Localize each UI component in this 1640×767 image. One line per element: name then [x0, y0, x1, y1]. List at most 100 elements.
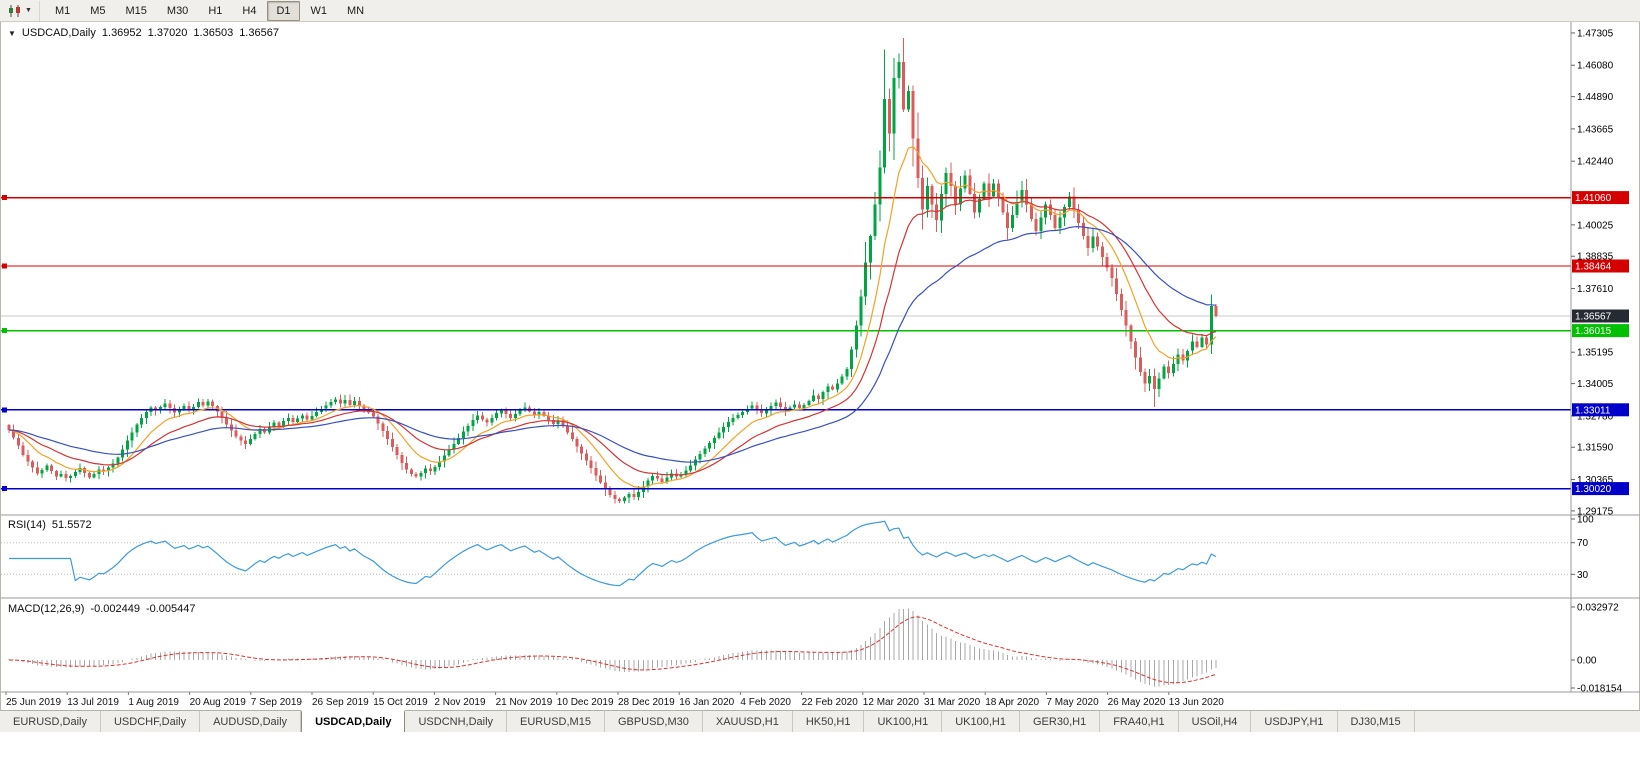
panel-frames	[1, 22, 1640, 693]
price-axis-label: 1.31590	[1577, 443, 1614, 454]
tab-usdchf-daily[interactable]: USDCHF,Daily	[101, 711, 201, 732]
chevron-down-icon: ▼	[25, 7, 32, 14]
date-axis-label: 7 May 2020	[1046, 697, 1099, 708]
timeframe-button-m1[interactable]: M1	[54, 4, 71, 17]
price-axis-label: 1.40025	[1577, 220, 1614, 231]
indicator-axes: 100 70 30 0.032972 0.00 -0.018154	[1571, 515, 1622, 695]
date-axis-label: 2 Nov 2019	[434, 697, 486, 708]
ohlc-close: 1.36567	[239, 27, 279, 39]
price-badge-1.33011	[1572, 403, 1629, 417]
macd-axis-label: 0.00	[1577, 656, 1597, 667]
macd-main-value: -0.002449	[90, 603, 140, 615]
ma-line-10	[8, 145, 1217, 489]
ma-line-21	[8, 197, 1217, 476]
macd-signal-value: -0.005447	[145, 603, 196, 615]
tab-dj30-m15[interactable]: DJ30,M15	[1338, 711, 1415, 732]
price-axis-label: 1.32780	[1577, 411, 1614, 422]
timeframe-button-w1[interactable]: W1	[310, 4, 328, 17]
date-axis[interactable]: 25 Jun 2019 13 Jul 2019 1 Aug 2019 20 Aug 2…	[5, 692, 1224, 708]
price-axis[interactable]: 1.47305 1.46080 1.44890 1.43665 1.42440 1.400…	[1571, 28, 1629, 517]
rsi-axis-label: 70	[1577, 538, 1589, 549]
ohlc-low: 1.36503	[193, 27, 234, 39]
price-axis-label: 1.30365	[1577, 475, 1614, 486]
date-axis-label: 15 Oct 2019	[373, 697, 428, 708]
price-axis-label: 1.35195	[1577, 348, 1614, 359]
ohlc-high: 1.37020	[147, 27, 188, 39]
macd-name: MACD(12,26,9)	[8, 603, 85, 615]
timeframe-button-m5[interactable]: M5	[90, 4, 106, 17]
tab-usdcad-daily[interactable]: USDCAD,Daily	[301, 710, 406, 732]
date-axis-label: 22 Feb 2020	[802, 697, 859, 708]
chart-tabbar: EURUSD,Daily USDCHF,Daily AUDUSD,Daily USDC…	[0, 710, 1640, 732]
hline-handle[interactable]	[2, 263, 7, 269]
date-axis-label: 13 Jul 2019	[67, 697, 119, 708]
tab-ger30-h1[interactable]: GER30,H1	[1020, 711, 1101, 732]
chart-window: ▼ USDCAD,Daily 1.36952 1.37020 1.36503 1…	[0, 22, 1640, 710]
hline-handle[interactable]	[2, 328, 7, 334]
tab-hk50-h1[interactable]: HK50,H1	[793, 711, 865, 732]
price-axis-label: 1.34005	[1577, 379, 1614, 390]
rsi-axis-label: 30	[1577, 570, 1589, 581]
timeframe-button-mn[interactable]: MN	[347, 4, 365, 17]
price-badge-text: 1.41060	[1575, 193, 1612, 204]
date-axis-label: 10 Dec 2019	[557, 697, 614, 708]
macd-signal-line	[8, 616, 1217, 684]
chart-canvas[interactable]: 1.47305 1.46080 1.44890 1.43665 1.42440 1.400…	[1, 22, 1640, 710]
date-axis-label: 12 Mar 2020	[863, 697, 920, 708]
timeframe-button-d1[interactable]: D1	[267, 0, 300, 21]
tab-audusd-daily[interactable]: AUDUSD,Daily	[200, 711, 302, 732]
rsi-indicator-label: RSI(14) 51.5572	[8, 519, 92, 531]
candlestick-chart-icon	[9, 4, 20, 17]
tab-xauusd-h1[interactable]: XAUUSD,H1	[703, 711, 793, 732]
date-axis-label: 20 Aug 2019	[190, 697, 247, 708]
date-axis-label: 7 Sep 2019	[251, 697, 303, 708]
timeframe-button-m30[interactable]: M30	[166, 4, 189, 17]
timeframe-buttons: M1 M5 M15 M30 H1 H4 D1 W1 MN	[45, 0, 374, 21]
price-badge-text: 1.30020	[1575, 484, 1612, 495]
price-badge-text: 1.33011	[1575, 405, 1611, 416]
tab-usdcnh-daily[interactable]: USDCNH,Daily	[405, 711, 508, 732]
symbol-dropdown-icon[interactable]: ▼	[8, 28, 16, 38]
date-axis-label: 21 Nov 2019	[496, 697, 553, 708]
candlesticks	[7, 37, 1218, 504]
date-axis-label: 18 Apr 2020	[985, 697, 1039, 708]
tab-uk100-h1[interactable]: UK100,H1	[942, 711, 1020, 732]
timeframe-button-m15[interactable]: M15	[125, 4, 147, 17]
date-axis-label: 31 Mar 2020	[924, 697, 981, 708]
timeframe-button-h4[interactable]: H4	[242, 4, 257, 17]
price-axis-label: 1.29175	[1577, 506, 1614, 517]
tab-gbpusd-m30[interactable]: GBPUSD,M30	[605, 711, 703, 732]
chart-title: ▼ USDCAD,Daily 1.36952 1.37020 1.36503 1…	[8, 27, 279, 39]
price-axis-label: 1.46080	[1577, 61, 1614, 72]
horizontal-level-lines[interactable]	[1, 195, 1571, 492]
rsi-axis-label: 100	[1577, 515, 1594, 526]
tab-usdjpy-h1[interactable]: USDJPY,H1	[1251, 711, 1338, 732]
date-axis-label: 26 May 2020	[1108, 697, 1166, 708]
hline-handle[interactable]	[2, 486, 7, 492]
tab-eurusd-m15[interactable]: EURUSD,M15	[507, 711, 605, 732]
date-axis-label: 28 Dec 2019	[618, 697, 675, 708]
date-axis-label: 13 Jun 2020	[1169, 697, 1224, 708]
price-axis-label: 1.43665	[1577, 124, 1614, 135]
date-axis-label: 16 Jan 2020	[679, 697, 734, 708]
rsi-value: 51.5572	[51, 519, 92, 531]
tab-usoil-h4[interactable]: USOil,H4	[1179, 711, 1252, 732]
price-badge-1.30020	[1572, 482, 1629, 496]
macd-axis-label: 0.032972	[1577, 602, 1619, 613]
price-axis-label: 1.42440	[1577, 157, 1614, 168]
hline-handle[interactable]	[2, 407, 7, 413]
ohlc-open: 1.36952	[101, 27, 142, 39]
date-axis-label: 1 Aug 2019	[128, 697, 179, 708]
macd-histogram	[8, 608, 1217, 687]
timeframe-toolbar: ▼ M1 M5 M15 M30 H1 H4 D1 W1 MN	[0, 0, 1640, 22]
date-axis-label: 4 Feb 2020	[740, 697, 791, 708]
timeframe-button-h1[interactable]: H1	[208, 4, 223, 17]
ma-line-45	[8, 225, 1217, 463]
tab-fra40-h1[interactable]: FRA40,H1	[1100, 711, 1179, 732]
hline-handle[interactable]	[2, 195, 7, 201]
price-badge-1.41060	[1572, 191, 1629, 205]
tab-eurusd-daily[interactable]: EURUSD,Daily	[0, 711, 101, 732]
date-axis-label: 26 Sep 2019	[312, 697, 369, 708]
chart-type-dropdown[interactable]: ▼	[3, 0, 40, 21]
tab-uk100-h1[interactable]: UK100,H1	[864, 711, 943, 732]
